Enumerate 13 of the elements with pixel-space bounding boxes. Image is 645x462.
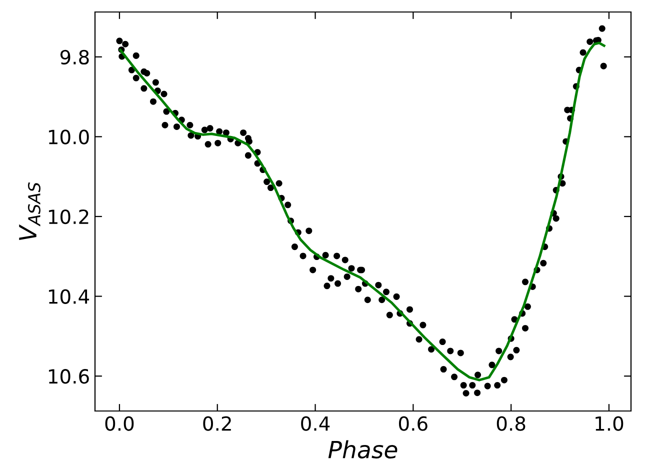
y-tick-label: 10.2	[48, 209, 88, 224]
x-tick-label: 0.4	[301, 416, 330, 431]
x-tick-label: 1.0	[596, 416, 624, 431]
y-tick-label: 9.8	[60, 50, 89, 65]
x-tick-label: 0.8	[496, 416, 526, 431]
y-tick-label: 10.0	[48, 130, 89, 144]
x-tick-label: 0.2	[203, 416, 231, 431]
x-axis-title: Phase	[328, 440, 398, 459]
x-tick-label: 0.0	[105, 416, 134, 431]
y-axis-title: V$_{ASAS}$	[19, 182, 40, 240]
y-tick-label: 10.6	[48, 369, 89, 384]
y-tick-label: 10.4	[48, 289, 90, 304]
x-tick-label: 0.6	[398, 416, 428, 431]
